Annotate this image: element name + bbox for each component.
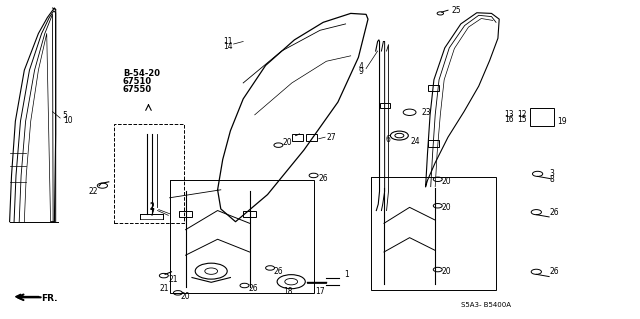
Text: 20: 20: [442, 177, 451, 186]
Text: 12: 12: [517, 110, 527, 119]
Text: 14: 14: [223, 42, 232, 51]
Text: 26: 26: [549, 267, 559, 276]
Text: 11: 11: [223, 37, 232, 46]
Text: 4: 4: [358, 62, 364, 70]
Bar: [306, 134, 317, 141]
Text: 24: 24: [410, 137, 420, 146]
Text: 26: 26: [273, 267, 283, 276]
Text: 26: 26: [248, 284, 258, 293]
Text: 23: 23: [421, 108, 431, 117]
Text: 21: 21: [159, 284, 169, 293]
Text: 16: 16: [504, 115, 514, 124]
Text: 2: 2: [149, 204, 154, 212]
Text: 5: 5: [63, 111, 68, 120]
Bar: [380, 103, 390, 108]
Text: 9: 9: [358, 67, 364, 76]
Text: 2: 2: [150, 202, 154, 211]
Text: 20: 20: [442, 267, 451, 276]
Text: 20: 20: [180, 292, 190, 300]
Bar: [428, 140, 439, 147]
Text: 13: 13: [504, 110, 514, 119]
Text: 19: 19: [557, 117, 566, 126]
Bar: [371, 177, 496, 290]
Text: 27: 27: [326, 133, 336, 142]
Text: 25: 25: [451, 6, 461, 15]
Text: 20: 20: [442, 204, 451, 212]
Text: 7: 7: [150, 208, 155, 217]
Bar: [179, 211, 192, 217]
Text: S5A3- B5400A: S5A3- B5400A: [461, 302, 511, 308]
Bar: [530, 108, 554, 126]
Text: 22: 22: [88, 187, 97, 196]
Text: 21: 21: [169, 275, 179, 284]
Text: 67510: 67510: [123, 77, 152, 86]
Bar: [170, 180, 314, 293]
Bar: [243, 211, 256, 217]
Bar: [428, 85, 439, 91]
Text: 15: 15: [517, 115, 527, 124]
Text: 20: 20: [283, 138, 292, 147]
Text: 7: 7: [149, 209, 154, 218]
Text: 3: 3: [549, 169, 554, 178]
Text: 6: 6: [385, 135, 390, 144]
Text: 10: 10: [63, 116, 72, 125]
Text: 17: 17: [315, 287, 324, 296]
Text: 26: 26: [549, 208, 559, 217]
Text: 1: 1: [344, 271, 349, 279]
Text: 67550: 67550: [123, 85, 152, 94]
Bar: [292, 134, 303, 141]
Text: 26: 26: [318, 174, 328, 183]
Text: FR.: FR.: [42, 294, 58, 303]
Text: B-54-20: B-54-20: [123, 69, 160, 78]
Text: 18: 18: [284, 287, 293, 296]
Text: 8: 8: [549, 175, 554, 184]
